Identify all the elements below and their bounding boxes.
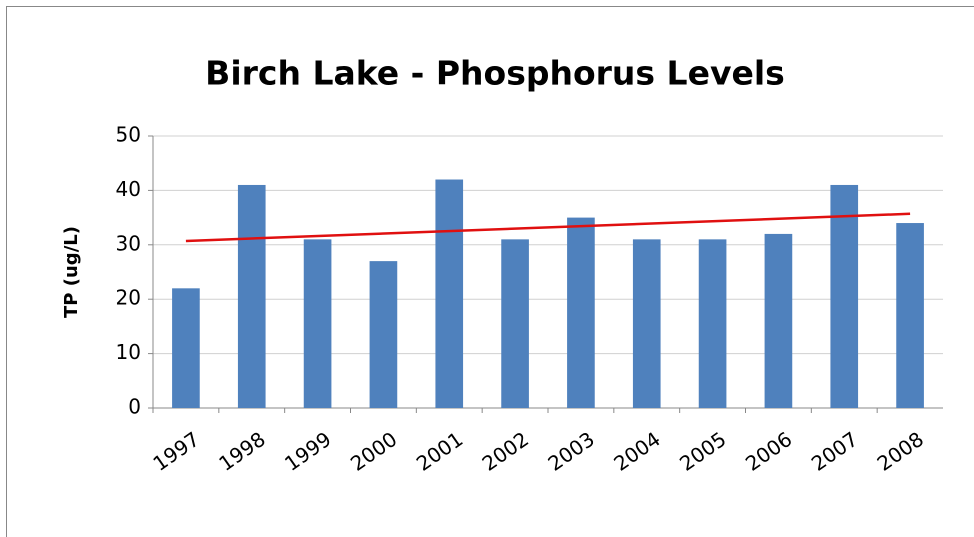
bar [237, 184, 266, 408]
bar [632, 239, 661, 408]
bar [303, 239, 332, 408]
y-axis-label: TP (ug/L) [61, 226, 82, 318]
y-tick-label: 30 [116, 231, 141, 255]
bar [830, 184, 859, 408]
bar [764, 233, 793, 408]
y-tick-label: 0 [128, 395, 141, 419]
y-tick-label: 20 [116, 286, 141, 310]
chart-title: Birch Lake - Phosphorus Levels [205, 54, 785, 93]
bar [172, 288, 200, 408]
bar [435, 179, 464, 408]
bar [369, 261, 398, 408]
bar [896, 223, 924, 408]
bar [698, 239, 727, 408]
chart-border [6, 6, 974, 537]
y-tick-label: 50 [116, 123, 141, 147]
y-tick-label: 10 [116, 340, 141, 364]
y-tick-label: 40 [116, 177, 141, 201]
trendline [185, 212, 911, 243]
bar [567, 217, 595, 408]
bar [501, 239, 529, 408]
